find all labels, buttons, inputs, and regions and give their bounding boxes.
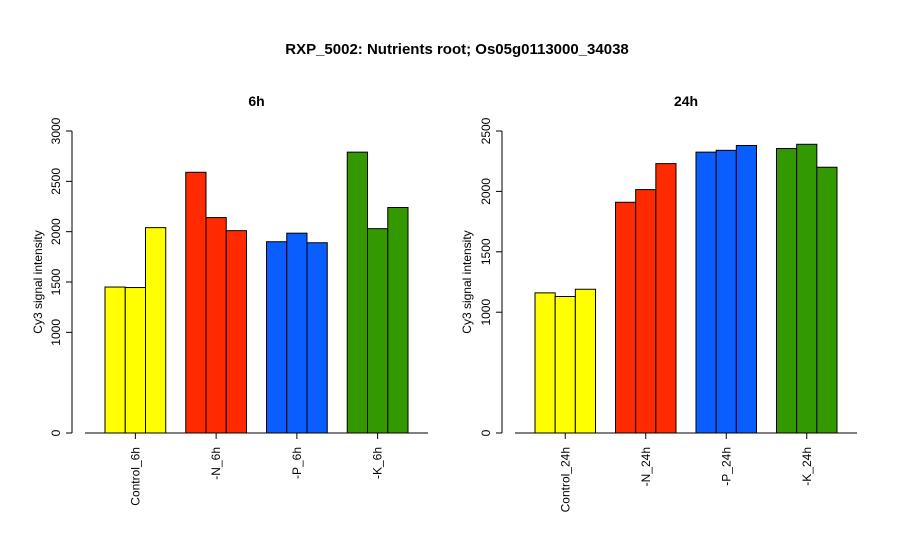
- panel-title: 24h: [674, 93, 698, 109]
- panel-1: 24h Cy3 signal intensity 0 1000 1500 2000 2500…: [460, 93, 857, 512]
- bar: [796, 143, 818, 434]
- y-tick-label: 1500: [479, 238, 493, 265]
- x-category-label: -P_24h: [719, 447, 733, 486]
- x-category-label: -P_6h: [290, 447, 304, 479]
- bar: [124, 287, 146, 434]
- y-tick-label: 1000: [479, 299, 493, 326]
- y-tick-label: 2000: [479, 178, 493, 205]
- x-category-label: Control_24h: [558, 447, 572, 512]
- y-tick-label: 0: [479, 429, 493, 436]
- bar: [695, 151, 717, 434]
- y-tick-label: 2000: [49, 218, 63, 245]
- x-category-label: -N_24h: [639, 447, 653, 486]
- chart-main-title: RXP_5002: Nutrients root; Os05g0113000_3…: [285, 41, 629, 58]
- x-category-label: -K_6h: [371, 447, 385, 479]
- x-category-label: -N_6h: [209, 447, 223, 480]
- y-axis-label: Cy3 signal intensity: [460, 230, 474, 333]
- bar: [387, 207, 409, 434]
- bar: [615, 201, 637, 434]
- bar: [367, 228, 389, 434]
- bar: [205, 217, 227, 434]
- bar: [266, 241, 288, 434]
- bar: [286, 232, 308, 434]
- bar: [776, 148, 798, 434]
- x-category-label: -K_24h: [800, 447, 814, 486]
- y-tick-label: 2500: [479, 117, 493, 144]
- bar: [225, 230, 247, 434]
- y-tick-label: 1000: [49, 319, 63, 346]
- bar: [554, 295, 576, 434]
- y-axis-label: Cy3 signal intensity: [31, 230, 45, 333]
- bar: [655, 163, 677, 434]
- panel-title: 6h: [248, 93, 264, 109]
- bar: [534, 292, 556, 434]
- panel-0: 6h Cy3 signal intensity 0 1000 1500 2000 2500 3…: [31, 93, 428, 506]
- bar: [346, 151, 368, 434]
- bar: [185, 171, 207, 434]
- y-tick-label: 1500: [49, 268, 63, 295]
- bar: [816, 166, 838, 434]
- y-tick-label: 0: [49, 429, 63, 436]
- bar: [735, 144, 757, 434]
- y-tick-label: 2500: [49, 168, 63, 195]
- x-category-label: Control_6h: [128, 447, 142, 506]
- bar: [306, 242, 328, 434]
- bar: [635, 189, 657, 434]
- chart-panels: 6h Cy3 signal intensity 0 1000 1500 2000 2500 3…: [31, 93, 857, 512]
- bar: [104, 286, 126, 434]
- bar: [145, 227, 167, 434]
- y-tick-label: 3000: [49, 117, 63, 144]
- bar: [715, 149, 737, 434]
- bar: [574, 288, 596, 434]
